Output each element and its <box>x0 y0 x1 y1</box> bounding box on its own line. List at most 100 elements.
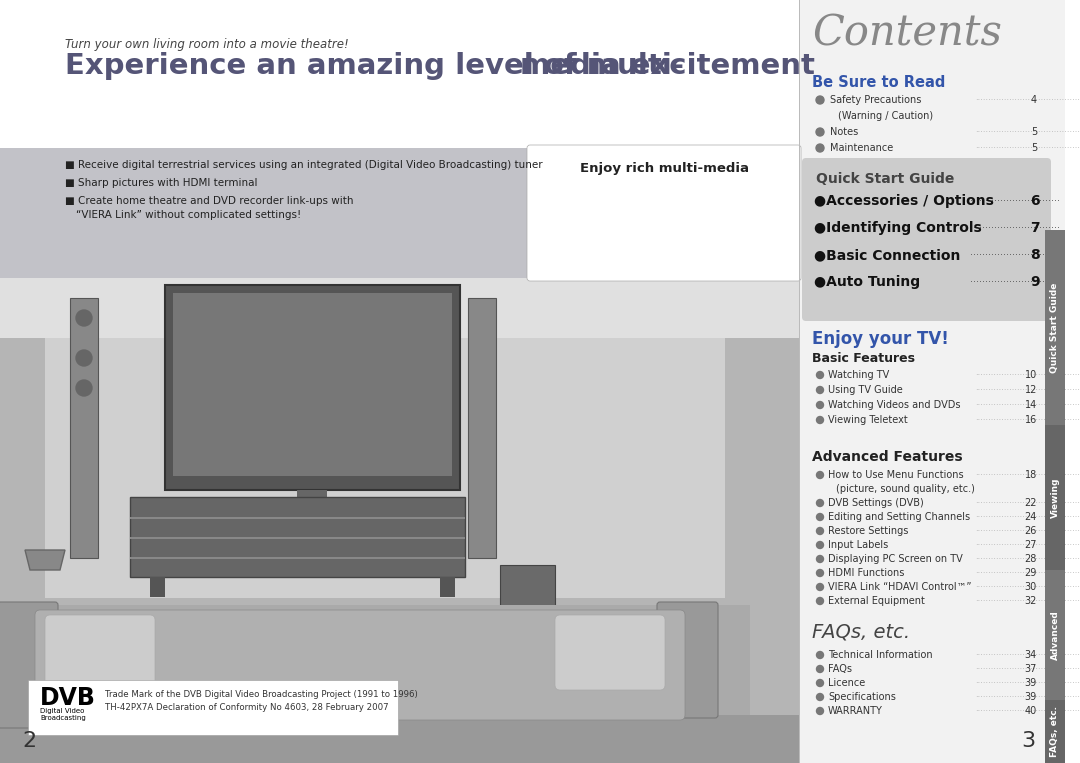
Circle shape <box>76 350 92 366</box>
Text: 2: 2 <box>22 731 36 751</box>
Bar <box>297 490 327 502</box>
Circle shape <box>816 707 824 714</box>
Text: 6: 6 <box>1030 194 1040 208</box>
Text: Safety Precautions: Safety Precautions <box>831 95 921 105</box>
Bar <box>165 285 460 490</box>
Bar <box>1045 425 1065 570</box>
Text: Specifications: Specifications <box>828 692 896 702</box>
Circle shape <box>76 310 92 326</box>
Text: 22: 22 <box>1025 498 1037 508</box>
Text: WARRANTY: WARRANTY <box>828 706 882 716</box>
Text: 14: 14 <box>1025 400 1037 410</box>
Circle shape <box>816 401 824 408</box>
Bar <box>0 278 800 338</box>
Text: Technical Information: Technical Information <box>828 650 933 660</box>
Text: DVB Settings (DVB): DVB Settings (DVB) <box>828 498 923 508</box>
Text: 10: 10 <box>1025 370 1037 380</box>
Text: External Equipment: External Equipment <box>828 596 924 606</box>
Text: Advanced: Advanced <box>1051 610 1059 660</box>
Text: Editing and Setting Channels: Editing and Setting Channels <box>828 512 970 522</box>
Text: 34: 34 <box>1025 650 1037 660</box>
Bar <box>1045 230 1065 425</box>
Text: (picture, sound quality, etc.): (picture, sound quality, etc.) <box>836 484 975 494</box>
Text: ····························································: ········································… <box>975 513 1080 522</box>
Circle shape <box>816 417 824 423</box>
Circle shape <box>816 527 824 535</box>
Text: Notes: Notes <box>831 127 859 137</box>
Text: 24: 24 <box>1025 512 1037 522</box>
FancyBboxPatch shape <box>0 602 58 728</box>
Text: FAQs, etc.: FAQs, etc. <box>812 622 910 641</box>
Circle shape <box>816 128 824 136</box>
Circle shape <box>816 584 824 591</box>
Circle shape <box>816 597 824 604</box>
Circle shape <box>816 694 824 700</box>
Text: Enjoy your TV!: Enjoy your TV! <box>812 330 949 348</box>
Text: ····························································: ········································… <box>975 416 1080 425</box>
Text: ····························································: ········································… <box>975 679 1080 688</box>
Text: 27: 27 <box>1025 540 1037 550</box>
Bar <box>0 0 800 148</box>
Text: ····························································: ········································… <box>975 527 1080 536</box>
Text: Digital Video
Broadcasting: Digital Video Broadcasting <box>40 708 85 721</box>
Text: ····························································: ········································… <box>975 569 1080 578</box>
FancyBboxPatch shape <box>45 615 156 690</box>
Text: ····························································: ········································… <box>975 707 1080 716</box>
Text: ····························································: ········································… <box>975 471 1080 480</box>
Text: ····························································: ········································… <box>975 541 1080 550</box>
Text: “VIERA Link” without complicated settings!: “VIERA Link” without complicated setting… <box>76 210 301 220</box>
FancyBboxPatch shape <box>527 145 801 281</box>
Bar <box>1045 700 1065 763</box>
Text: DVB: DVB <box>40 686 96 710</box>
Circle shape <box>816 144 824 152</box>
Text: Be Sure to Read: Be Sure to Read <box>812 75 945 90</box>
Text: ····························································: ········································… <box>975 401 1080 410</box>
Text: ■ Create home theatre and DVD recorder link-ups with: ■ Create home theatre and DVD recorder l… <box>65 196 353 206</box>
Text: 5: 5 <box>1030 143 1037 153</box>
Text: (Warning / Caution): (Warning / Caution) <box>838 111 933 121</box>
Text: ····························································: ········································… <box>975 128 1080 137</box>
Circle shape <box>816 500 824 507</box>
Text: Experience an amazing level of multi-: Experience an amazing level of multi- <box>65 52 684 80</box>
Text: Using TV Guide: Using TV Guide <box>828 385 903 395</box>
Text: 32: 32 <box>1025 596 1037 606</box>
Text: ····························································: ········································… <box>975 597 1080 606</box>
Bar <box>28 680 399 735</box>
Bar <box>0 715 800 763</box>
Text: media excitement: media excitement <box>519 52 815 80</box>
Text: ····························································: ········································… <box>975 386 1080 395</box>
Bar <box>45 278 725 598</box>
Text: 7: 7 <box>1030 221 1040 235</box>
Bar <box>800 0 1065 763</box>
Text: Restore Settings: Restore Settings <box>828 526 908 536</box>
Text: 29: 29 <box>1025 568 1037 578</box>
Text: ····························································: ········································… <box>975 693 1080 702</box>
Text: Watching TV: Watching TV <box>828 370 889 380</box>
Text: 5: 5 <box>1030 127 1037 137</box>
Circle shape <box>816 680 824 687</box>
Polygon shape <box>25 550 65 570</box>
Text: ●Basic Connection: ●Basic Connection <box>814 248 960 262</box>
Text: 18: 18 <box>1025 470 1037 480</box>
Text: FAQs: FAQs <box>828 664 852 674</box>
Text: ····························································: ········································… <box>975 583 1080 592</box>
Text: Quick Start Guide: Quick Start Guide <box>1051 282 1059 372</box>
Text: ····························································: ········································… <box>975 499 1080 508</box>
Text: TH-42PX7A Declaration of Conformity No 4603, 28 February 2007: TH-42PX7A Declaration of Conformity No 4… <box>105 703 389 712</box>
Text: FAQs, etc.: FAQs, etc. <box>1051 706 1059 757</box>
Text: ····························································: ········································… <box>975 96 1080 105</box>
Bar <box>468 298 496 558</box>
Bar <box>0 278 800 763</box>
FancyBboxPatch shape <box>35 610 685 720</box>
Circle shape <box>816 542 824 549</box>
Circle shape <box>816 652 824 658</box>
Text: Contents: Contents <box>812 12 1002 54</box>
Text: Watching Videos and DVDs: Watching Videos and DVDs <box>828 400 960 410</box>
Bar <box>440 577 455 597</box>
FancyBboxPatch shape <box>657 602 718 718</box>
Text: 16: 16 <box>1025 415 1037 425</box>
Text: Advanced Features: Advanced Features <box>812 450 962 464</box>
Text: 37: 37 <box>1025 664 1037 674</box>
Bar <box>173 293 453 476</box>
Bar <box>70 298 98 558</box>
